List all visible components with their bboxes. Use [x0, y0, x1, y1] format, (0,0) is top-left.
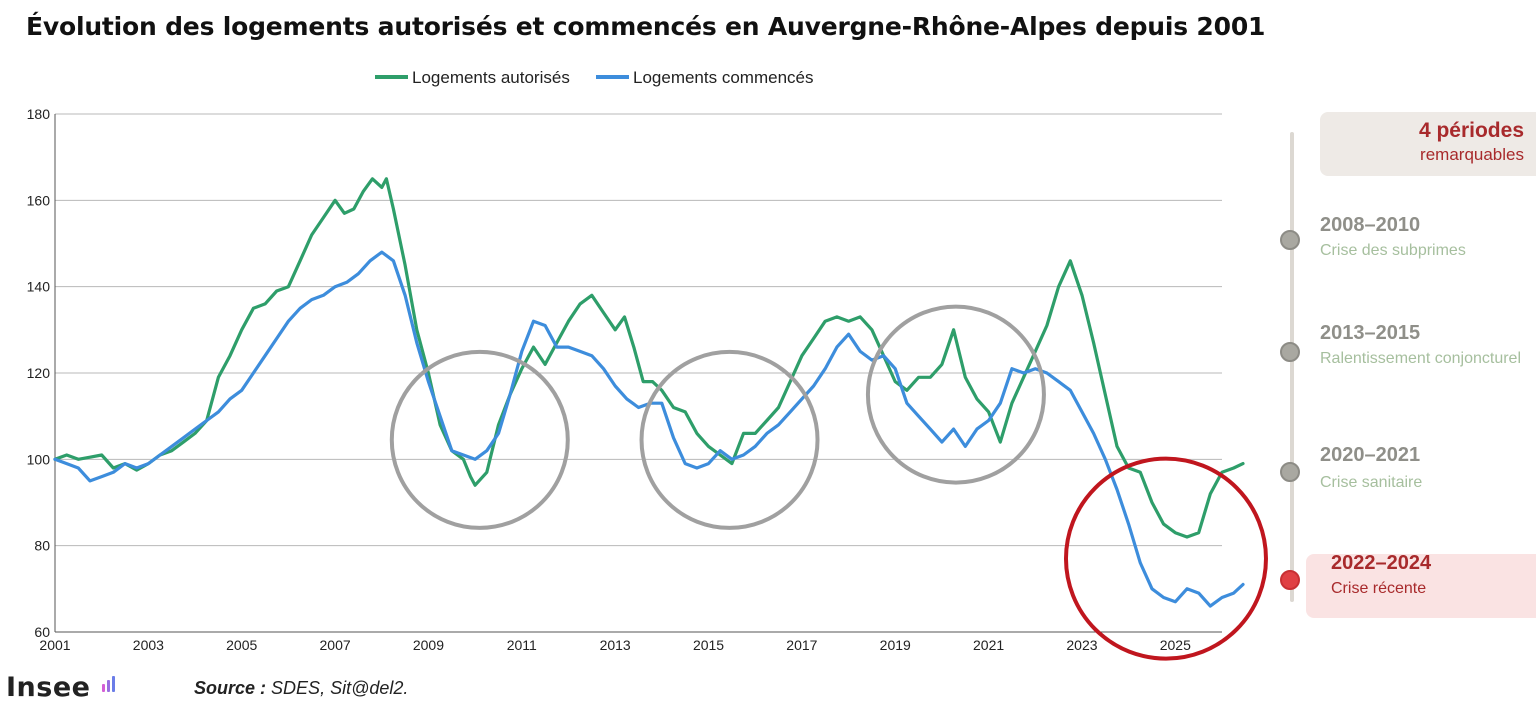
y-tick-label: 100 — [27, 451, 51, 467]
source-label: Source : — [194, 678, 267, 698]
series-line-autorises — [53, 177, 1245, 539]
y-tick-label: 140 — [27, 279, 51, 295]
highlight-circles — [389, 304, 1268, 661]
series-lines — [53, 177, 1245, 608]
highlight-circle-2 — [639, 349, 820, 530]
period-years: 2020–2021 — [1320, 444, 1421, 466]
y-tick-label: 120 — [27, 365, 51, 381]
insee-logo-bars-icon — [102, 676, 120, 692]
x-axis-ticks: 2001 2003 2005 2007 2009 2011 2013 2015 2017 2019… — [39, 637, 1191, 653]
source-text: SDES, Sit@del2. — [271, 678, 409, 698]
period-label: Crise récente — [1331, 580, 1427, 597]
y-tick-label: 160 — [27, 192, 51, 208]
period-years: 2013–2015 — [1320, 322, 1421, 344]
highlight-circle-4 — [1063, 456, 1268, 661]
period-label: Crise sanitaire — [1320, 474, 1423, 491]
highlight-circle-1 — [389, 349, 570, 530]
period-dot — [1280, 462, 1300, 482]
period-dot — [1280, 342, 1300, 362]
legend: Logements autorisés Logements commencés — [375, 68, 813, 87]
x-tick-label: 2001 — [39, 637, 70, 653]
period-years: 2022–2024 — [1331, 552, 1432, 574]
periods-header-subtitle: remarquables — [1420, 145, 1524, 164]
x-tick-label: 2019 — [880, 637, 911, 653]
legend-label: Logements autorisés — [412, 68, 570, 87]
x-tick-label: 2011 — [507, 637, 537, 653]
period-dot — [1280, 230, 1300, 250]
period-highlight-bg — [1306, 554, 1536, 618]
source-note: Source : SDES, Sit@del2. — [194, 678, 408, 699]
x-tick-label: 2007 — [320, 637, 351, 653]
periods-header-count: 4 périodes — [1418, 119, 1524, 142]
legend-label: Logements commencés — [633, 68, 813, 87]
periods-header: 4 périodes remarquables — [1320, 112, 1536, 176]
chart-title: Évolution des logements autorisés et com… — [26, 12, 1266, 41]
x-tick-label: 2023 — [1066, 637, 1097, 653]
x-tick-label: 2017 — [786, 637, 817, 653]
y-tick-label: 60 — [34, 624, 50, 640]
period-label: Ralentissement conjoncturel — [1320, 350, 1521, 367]
x-tick-label: 2005 — [226, 637, 257, 653]
x-tick-label: 2003 — [133, 637, 164, 653]
x-tick-label: 2013 — [600, 637, 631, 653]
y-tick-label: 180 — [27, 106, 51, 122]
highlight-circle-3 — [865, 304, 1046, 485]
period-years: 2008–2010 — [1320, 214, 1421, 236]
period-label: Crise des subprimes — [1320, 242, 1466, 259]
timeline-rail — [1290, 132, 1294, 602]
period-dot — [1280, 570, 1300, 590]
x-tick-label: 2021 — [973, 637, 1004, 653]
periods-panel: 4 périodes remarquables 2008–2010 Crise … — [1270, 100, 1536, 630]
y-axis-ticks: 60 80 100 120 140 160 180 — [27, 106, 51, 640]
x-tick-label: 2009 — [413, 637, 444, 653]
grid-lines — [54, 113, 1222, 633]
x-tick-label: 2025 — [1160, 637, 1191, 653]
insee-logo: Insee — [6, 672, 91, 703]
y-tick-label: 80 — [34, 538, 50, 554]
x-tick-label: 2015 — [693, 637, 724, 653]
